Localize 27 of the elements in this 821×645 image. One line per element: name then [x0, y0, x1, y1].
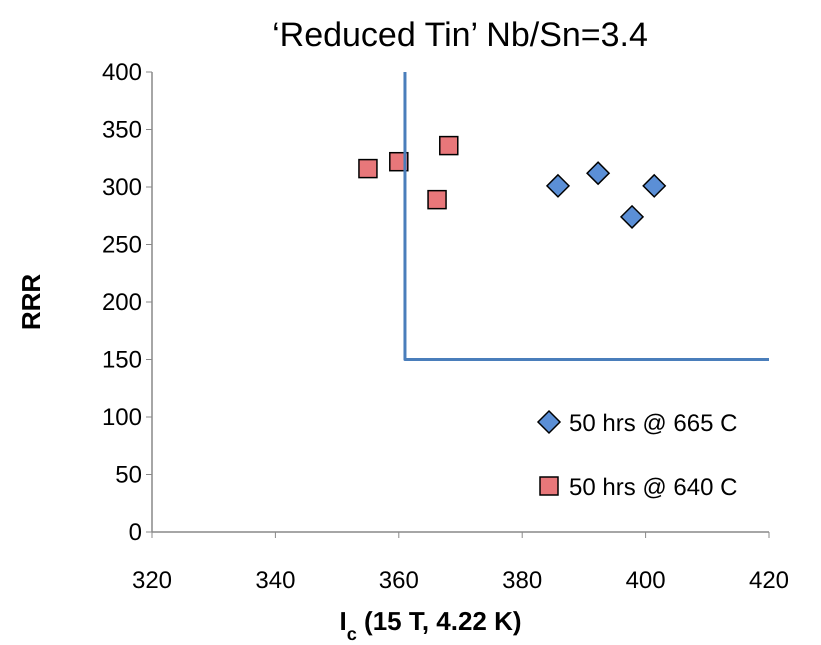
y-tick-label: 0 [128, 519, 142, 546]
x-tick-label: 420 [748, 567, 790, 594]
y-tick-label: 300 [102, 174, 142, 201]
x-tick-label: 360 [378, 567, 419, 594]
point [358, 158, 378, 178]
legend-label: 50 hrs @ 665 C [569, 410, 738, 437]
point [439, 136, 459, 156]
y-tick-label: 50 [115, 462, 142, 488]
x-tick-label: 380 [502, 567, 542, 594]
x-tick-label: 400 [626, 567, 666, 594]
x-tick-label: 320 [132, 567, 172, 594]
y-tick-label: 250 [102, 232, 142, 258]
y-tick-label: 200 [102, 289, 142, 316]
y-tick-label: 100 [102, 404, 142, 431]
y-tick-label: 400 [102, 59, 142, 86]
point [427, 190, 447, 210]
x-axis-title: I$_{c}$ (15 T, 4.22 K) [339, 606, 522, 644]
y-tick-label: 150 [102, 346, 142, 374]
point [642, 174, 666, 198]
legend-label: 50 hrs @ 640 C [569, 474, 738, 501]
y-tick-label: 350 [102, 116, 142, 144]
point [586, 161, 610, 185]
chart-title: ‘Reduced Tin’ Nb/Sn=3.4 [272, 16, 648, 54]
point [546, 174, 570, 198]
y-axis-title: RRR [16, 274, 46, 330]
x-tick-label: 340 [255, 567, 296, 594]
point [620, 205, 644, 229]
